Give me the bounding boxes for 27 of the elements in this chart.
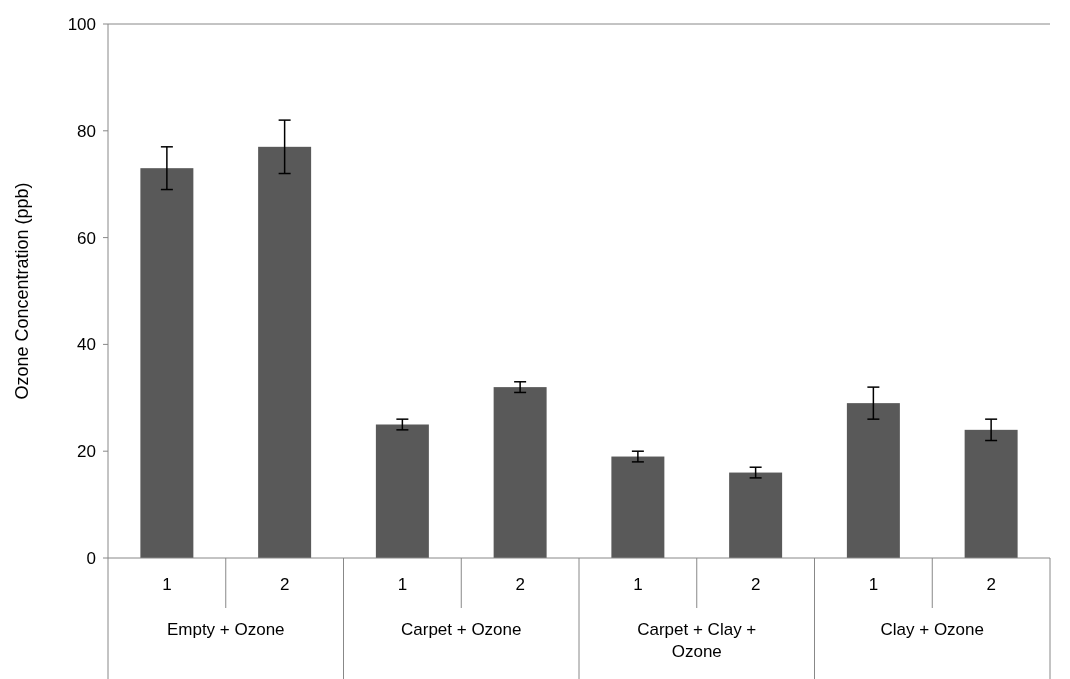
bar (729, 472, 783, 558)
y-tick-label: 20 (77, 442, 96, 462)
bar (611, 456, 665, 558)
bar (493, 387, 547, 558)
bar (846, 403, 900, 558)
y-axis-title: Ozone Concentration (ppb) (12, 182, 32, 400)
y-tick-label: 100 (67, 14, 96, 34)
x-tick-label: 1 (162, 575, 172, 594)
bar (964, 429, 1018, 558)
text: Clay + Ozone (880, 620, 984, 639)
x-tick-label: 1 (397, 575, 408, 594)
bar (140, 168, 194, 558)
bar (258, 146, 312, 558)
text: Empty + Ozone (166, 620, 285, 639)
x-tick-label: 1 (868, 575, 879, 594)
text: Carpet + Ozone (401, 620, 522, 639)
x-tick-label: 2 (279, 575, 290, 594)
text: Carpet + Clay + Ozone (637, 620, 757, 661)
y-tick-label: 80 (77, 121, 96, 141)
x-tick-label: 2 (750, 575, 761, 594)
y-tick-label: 40 (77, 335, 96, 355)
x-tick-label: 1 (633, 575, 643, 594)
x-tick-label: 2 (986, 575, 996, 594)
x-tick-label: 2 (515, 575, 525, 594)
bar (375, 424, 429, 558)
y-tick-label: 0 (86, 548, 96, 568)
y-tick-label: 60 (77, 228, 96, 248)
